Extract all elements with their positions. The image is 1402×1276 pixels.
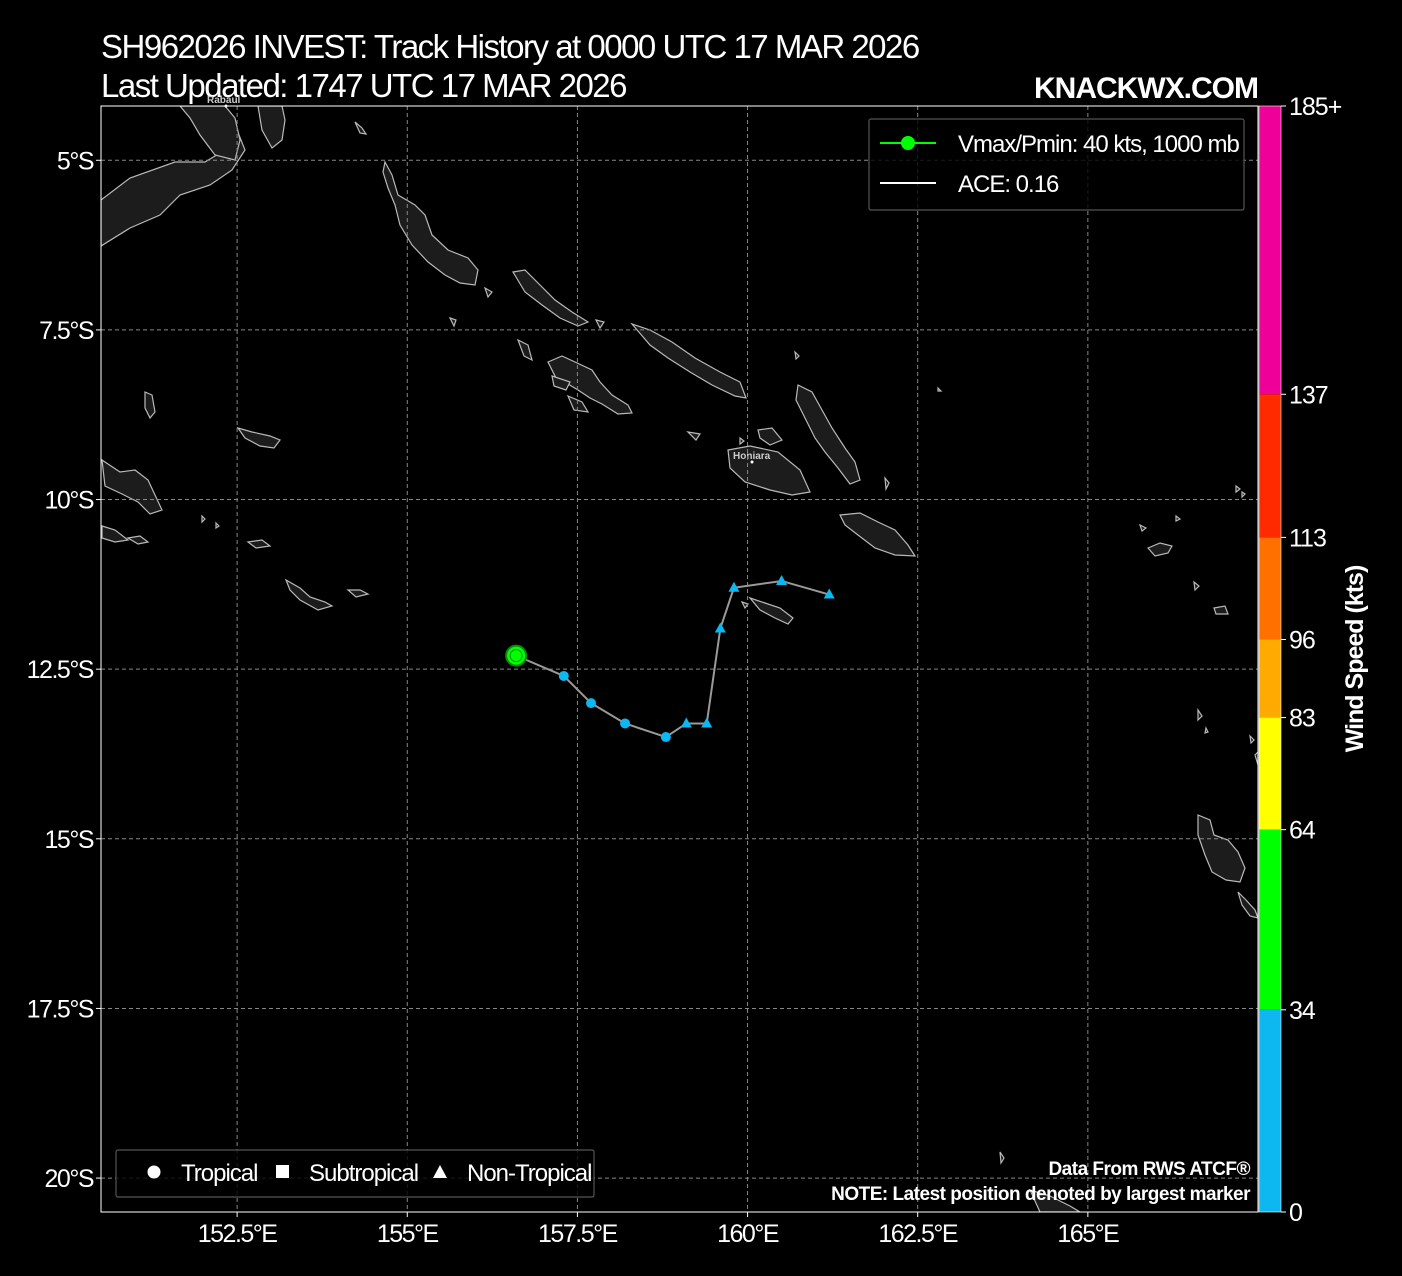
non-tropical-label: Non-Tropical — [467, 1160, 592, 1187]
tropical-label: Tropical — [181, 1160, 257, 1187]
track-point-non-tropical — [823, 588, 835, 599]
colorbar-tick-label: 0 — [1289, 1199, 1302, 1227]
land-santa-isabel — [630, 322, 747, 399]
intensity-legend-box — [868, 118, 1245, 211]
colorbar-band — [1259, 717, 1281, 830]
data-source-note: Data From RWS ATCF® — [1048, 1159, 1250, 1180]
x-tick-label: 152.5°E — [198, 1220, 278, 1248]
colorbar-tick-label: 185+ — [1289, 93, 1342, 121]
track-point-non-tropical — [728, 581, 740, 592]
marker-type-legend: Tropical Subtropical Non-Tropical — [115, 1149, 595, 1198]
city-label-rabaul: Rabaul — [207, 95, 241, 106]
city-dot-honiara — [750, 460, 754, 464]
x-tick-label: 157.5°E — [538, 1220, 618, 1248]
subtropical-label: Subtropical — [309, 1160, 418, 1187]
y-tick-label: 7.5°S — [39, 317, 94, 345]
land-bougainville — [382, 160, 479, 286]
vmax-legend-marker — [901, 136, 915, 150]
latest-position-note: NOTE: Latest position denoted by largest… — [831, 1184, 1251, 1205]
track-point-tropical — [660, 732, 671, 743]
colorbar-tick-label: 83 — [1289, 705, 1315, 733]
colorbar-band — [1259, 639, 1281, 718]
x-tick-label: 165°E — [1057, 1220, 1119, 1248]
colorbar-band — [1259, 829, 1281, 1010]
colorbar-band — [1259, 1009, 1281, 1212]
track-point-non-tropical — [714, 622, 726, 633]
colorbar-tick-label: 113 — [1289, 524, 1326, 552]
y-tick-label: 5°S — [57, 147, 94, 175]
track-point-tropical — [558, 670, 569, 681]
chart-title: SH962026 INVEST: Track History at 0000 U… — [101, 28, 919, 65]
colorbar-band — [1259, 537, 1281, 640]
track-point-non-tropical — [776, 574, 788, 585]
colorbar-band — [1259, 394, 1281, 538]
latest-position-marker-ring — [509, 649, 523, 663]
latest-position-marker — [505, 644, 528, 667]
colorbar-frame — [1258, 105, 1282, 1213]
brand-logo-text: KNACKWX.COM — [1034, 72, 1258, 105]
marker-type-legend-box — [115, 1149, 595, 1198]
wind-speed-colorbar: 0 34 64 83 96 113 137 185+ — [1258, 93, 1343, 1227]
map-frame — [100, 105, 1259, 1213]
land-new-britain — [101, 123, 246, 247]
land-choiseul — [512, 269, 590, 327]
subtropical-marker-icon — [276, 1165, 289, 1178]
colorbar-tick-label: 96 — [1289, 626, 1315, 654]
track-point-tropical — [586, 698, 597, 709]
land-makira — [839, 512, 917, 557]
colorbar-tick-label: 64 — [1289, 817, 1316, 845]
land-rennell — [748, 596, 794, 625]
land-malaita — [795, 384, 861, 485]
map-area — [101, 106, 1258, 1212]
non-tropical-marker-icon — [433, 1165, 447, 1178]
y-tick-label: 12.5°S — [27, 656, 94, 684]
land-guadalcanal — [727, 445, 811, 496]
y-tick-label: 20°S — [45, 1165, 94, 1193]
track-point-non-tropical — [680, 717, 692, 728]
x-tick-label: 162.5°E — [878, 1220, 958, 1248]
ace-legend-label: ACE: 0.16 — [958, 171, 1059, 198]
intensity-legend: Vmax/Pmin: 40 kts, 1000 mb ACE: 0.16 — [868, 118, 1245, 211]
y-tick-label: 15°S — [45, 826, 94, 854]
land-espiritu-santo — [1197, 814, 1246, 883]
track-point-tropical — [620, 718, 631, 729]
y-tick-label: 10°S — [45, 487, 94, 515]
axis-ticks: 152.5°E 155°E 157.5°E 160°E 162.5°E 165°E 5°S 7… — [27, 147, 1121, 1248]
y-tick-label: 17.5°S — [27, 995, 94, 1023]
colorbar-band — [1259, 106, 1281, 395]
tropical-marker-icon — [147, 1165, 161, 1179]
vmax-legend-label: Vmax/Pmin: 40 kts, 1000 mb — [958, 131, 1239, 158]
colorbar-tick-label: 137 — [1289, 381, 1328, 409]
x-tick-label: 160°E — [717, 1220, 779, 1248]
land-new-georgia — [516, 338, 533, 362]
land-masses — [101, 106, 1258, 1212]
track-point-non-tropical — [701, 717, 713, 728]
chart-subtitle: Last Updated: 1747 UTC 17 MAR 2026 — [101, 67, 626, 104]
city-label-honiara: Honiara — [733, 451, 771, 462]
storm-track — [505, 574, 835, 743]
colorbar-tick-label: 34 — [1289, 997, 1316, 1025]
colorbar-label: Wind Speed (kts) — [1341, 565, 1369, 752]
x-tick-label: 155°E — [377, 1220, 439, 1248]
